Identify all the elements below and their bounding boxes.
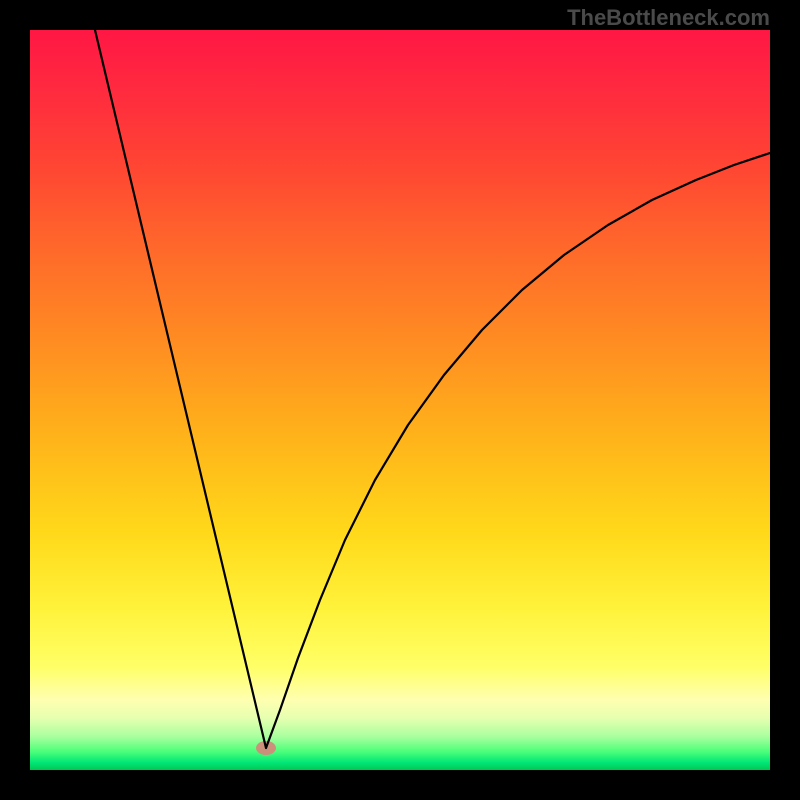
watermark-text: TheBottleneck.com [567, 5, 770, 31]
gradient-background [30, 30, 770, 770]
chart-svg [30, 30, 770, 770]
chart-frame: TheBottleneck.com [0, 0, 800, 800]
plot-area [30, 30, 770, 770]
